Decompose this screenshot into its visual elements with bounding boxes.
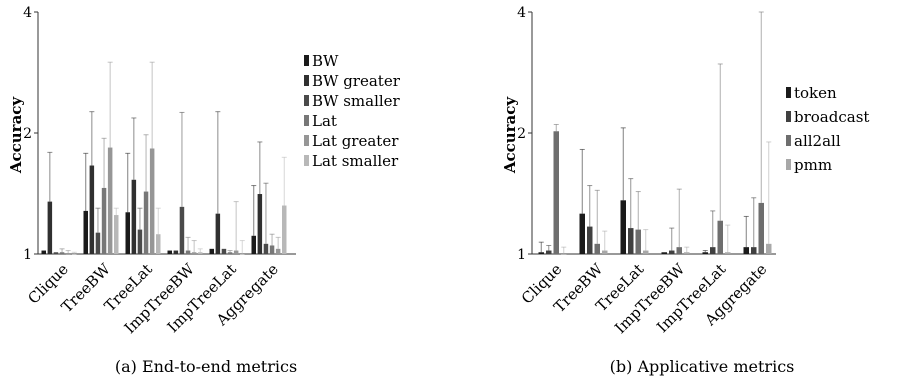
bar-broadcast bbox=[587, 226, 593, 254]
bar-all2all bbox=[717, 220, 723, 254]
bar-lat-smaller bbox=[156, 234, 161, 254]
legend-label: BW smaller bbox=[312, 92, 401, 110]
legend-swatch bbox=[304, 115, 309, 126]
bar-bw-greater bbox=[257, 194, 263, 254]
legend: BW BW greater BW smaller Lat Lat greater Lat … bbox=[304, 52, 401, 170]
bar-bw-smaller bbox=[95, 232, 101, 254]
legend-swatch bbox=[304, 75, 309, 86]
legend-swatch bbox=[304, 135, 309, 146]
legend-swatch bbox=[786, 135, 791, 146]
bar-lat-smaller bbox=[72, 254, 77, 255]
chart-2: 124AccuracyCliqueTreeBWTreeLatImpTreeBWI… bbox=[501, 5, 869, 376]
legend-label: all2all bbox=[794, 132, 841, 150]
y-tick-label: 1 bbox=[23, 247, 32, 263]
bar-lat bbox=[269, 245, 275, 254]
bar-bw bbox=[251, 235, 256, 254]
bar-pmm bbox=[725, 252, 731, 254]
bar-lat-greater bbox=[65, 254, 71, 255]
legend-swatch bbox=[304, 95, 309, 106]
y-tick-label: 1 bbox=[517, 247, 526, 263]
bar-bw bbox=[125, 212, 130, 254]
bar-lat-greater bbox=[191, 252, 197, 254]
bar-broadcast bbox=[710, 247, 716, 254]
bar-bw bbox=[167, 250, 172, 254]
bar-broadcast bbox=[628, 228, 634, 254]
legend-swatch bbox=[304, 55, 309, 66]
bar-pmm bbox=[766, 243, 772, 254]
bar-all2all bbox=[594, 243, 600, 254]
bar-pmm bbox=[561, 254, 567, 255]
bar-lat-greater bbox=[233, 250, 239, 254]
y-tick-label: 4 bbox=[23, 5, 32, 21]
y-axis-label: Accuracy bbox=[7, 96, 25, 175]
y-tick-label: 2 bbox=[23, 126, 32, 142]
bar-bw-greater bbox=[89, 165, 95, 254]
bar-bw-smaller bbox=[263, 243, 269, 254]
bar-bw bbox=[209, 248, 214, 254]
bar-lat-smaller bbox=[240, 254, 245, 255]
legend-label: broadcast bbox=[794, 108, 869, 126]
y-axis-label: Accuracy bbox=[501, 96, 519, 175]
bar-broadcast bbox=[546, 250, 552, 254]
legend-swatch bbox=[786, 111, 791, 122]
legend-label: Lat greater bbox=[312, 132, 399, 150]
bar-all2all bbox=[758, 202, 764, 254]
bar-token bbox=[538, 252, 544, 254]
bar-all2all bbox=[553, 131, 559, 254]
bar-lat-greater bbox=[107, 147, 113, 254]
bar-token bbox=[743, 247, 749, 254]
bar-lat bbox=[185, 250, 191, 254]
bar-token bbox=[661, 252, 667, 254]
figure-caption: (b) Applicative metrics bbox=[610, 357, 795, 376]
bar-lat-greater bbox=[149, 148, 155, 254]
legend-label: pmm bbox=[794, 156, 832, 174]
legend-label: BW bbox=[312, 52, 339, 70]
legend-swatch bbox=[304, 155, 309, 166]
bar-lat-greater bbox=[275, 248, 281, 254]
legend-swatch bbox=[786, 87, 791, 98]
bar-token bbox=[620, 200, 626, 254]
legend-label: Lat smaller bbox=[312, 152, 399, 170]
bar-lat bbox=[143, 191, 149, 254]
bar-pmm bbox=[684, 252, 690, 254]
bar-broadcast bbox=[751, 247, 757, 254]
bar-bw-greater bbox=[131, 179, 137, 254]
bar-lat bbox=[101, 187, 107, 254]
bar-bw-greater bbox=[215, 213, 221, 254]
legend: token broadcast all2all pmm bbox=[786, 84, 869, 174]
bar-bw bbox=[83, 210, 88, 254]
bar-bw-smaller bbox=[137, 229, 143, 254]
legend-label: token bbox=[794, 84, 837, 102]
bar-broadcast bbox=[669, 250, 675, 254]
bar-token bbox=[702, 252, 708, 254]
bar-pmm bbox=[602, 250, 608, 254]
bar-bw-smaller bbox=[221, 248, 227, 254]
bar-lat-smaller bbox=[114, 215, 119, 254]
bar-lat bbox=[59, 252, 65, 254]
legend-label: BW greater bbox=[312, 72, 401, 90]
legend-swatch bbox=[786, 159, 791, 170]
bar-all2all bbox=[676, 247, 682, 254]
legend-label: Lat bbox=[312, 112, 337, 130]
bar-bw-greater bbox=[47, 201, 53, 254]
bar-lat-smaller bbox=[282, 205, 287, 254]
bar-lat-smaller bbox=[198, 252, 203, 254]
y-tick-label: 2 bbox=[517, 126, 526, 142]
chart-1: 124AccuracyCliqueTreeBWTreeLatImpTreeBWI… bbox=[7, 5, 401, 376]
bar-token bbox=[579, 213, 585, 254]
figure-caption: (a) End-to-end metrics bbox=[115, 357, 297, 376]
bar-bw-greater bbox=[173, 250, 179, 254]
bar-bw-smaller bbox=[53, 252, 59, 254]
bar-pmm bbox=[643, 250, 649, 254]
bar-all2all bbox=[635, 229, 641, 254]
bar-lat bbox=[227, 252, 233, 254]
bar-bw-smaller bbox=[179, 206, 185, 254]
y-tick-label: 4 bbox=[517, 5, 526, 21]
bar-bw bbox=[41, 250, 46, 254]
